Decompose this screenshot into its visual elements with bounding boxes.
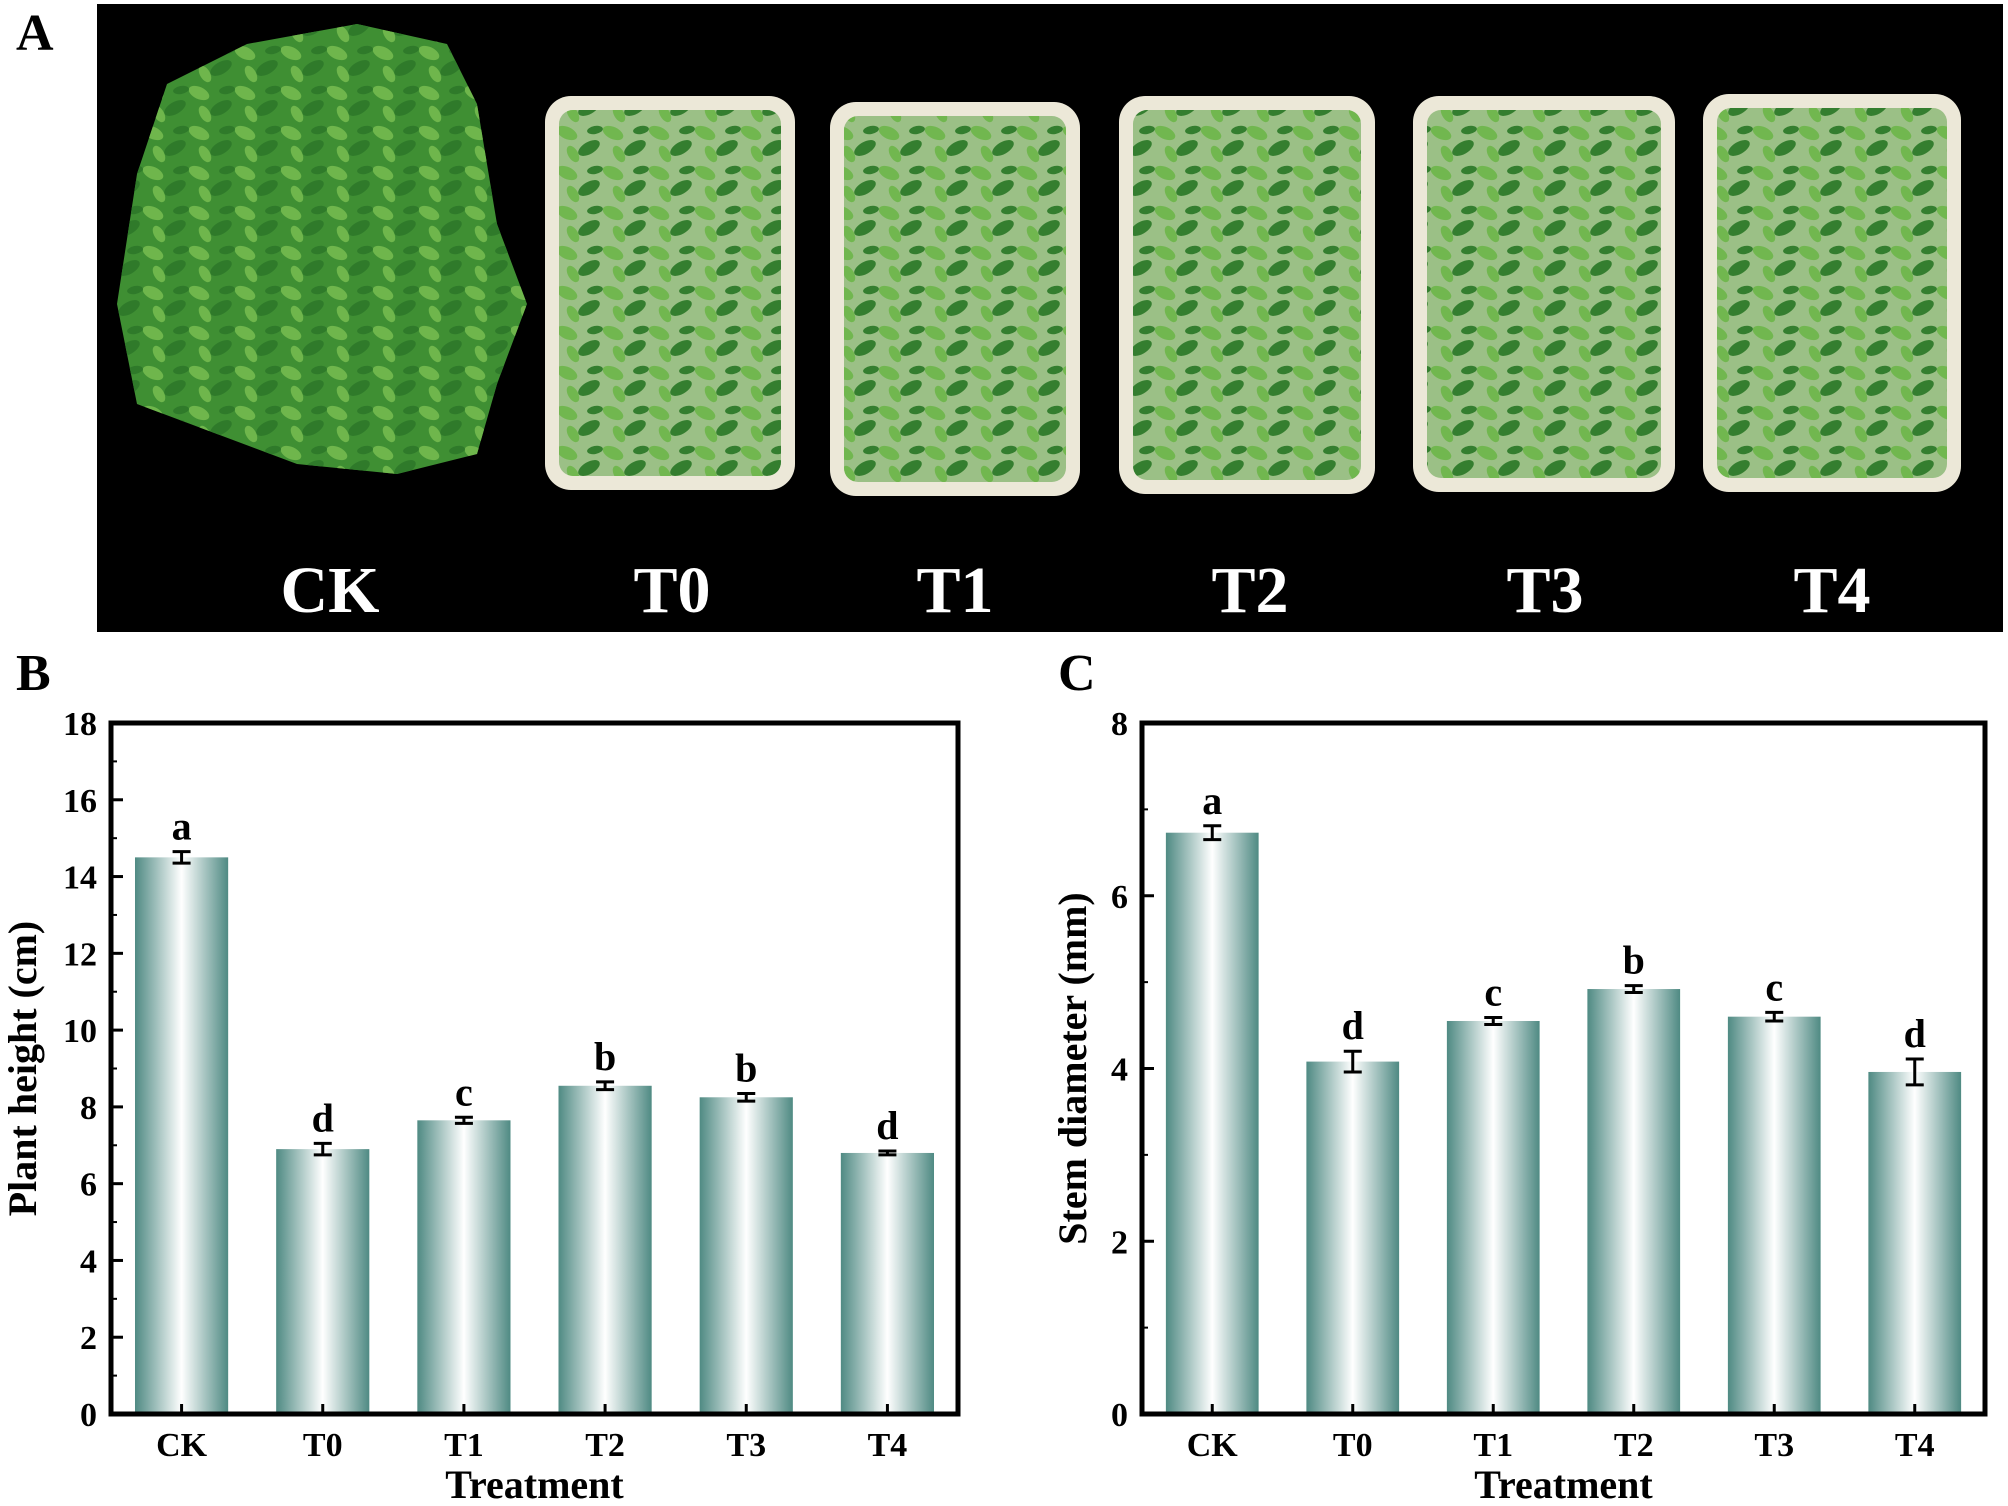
tray-label-t0: T0 <box>633 554 710 627</box>
panel-letter-b: B <box>16 645 51 702</box>
height-xtick-label-t2: T2 <box>585 1427 625 1464</box>
height-ytick-label-14: 14 <box>63 860 97 897</box>
stem-xtick-label-t1: T1 <box>1473 1427 1513 1464</box>
seedling-photo-canvas: CK T0 T1 T2 T3 T4 <box>117 24 1961 627</box>
height-ytick-label-4: 4 <box>80 1243 97 1280</box>
ck-foliage-texture <box>117 24 527 474</box>
seedling-photo: CK T0 T1 T2 T3 T4 <box>97 4 2003 632</box>
tray-label-ck: CK <box>281 554 380 627</box>
stem-letter-ck: a <box>1202 778 1222 823</box>
height-letter-t2: b <box>594 1034 616 1079</box>
stem-letter-t4: d <box>1904 1011 1926 1056</box>
height-xtick-label-t1: T1 <box>444 1427 484 1464</box>
height-ytick-label-6: 6 <box>80 1167 97 1204</box>
tray-seedlings-texture-5 <box>1717 108 1947 478</box>
stem-xtick-label-t2: T2 <box>1614 1427 1654 1464</box>
stem-xlabel: Treatment <box>1474 1462 1653 1506</box>
height-bar-t1 <box>417 1120 511 1414</box>
stem-axes-frame <box>1139 720 1988 1417</box>
stem-ylabel: Stem diameter (mm) <box>1050 892 1095 1244</box>
stem-errorbar-t1 <box>1484 1016 1503 1026</box>
stem-ytick-label-6: 6 <box>1111 879 1128 916</box>
tray-label-t4: T4 <box>1793 554 1870 627</box>
stem-ytick-label-0: 0 <box>1111 1397 1128 1434</box>
stem-bar-ck <box>1165 832 1259 1414</box>
height-letter-t4: d <box>876 1103 898 1148</box>
stem-bar-t3 <box>1727 1016 1821 1414</box>
stem-letter-t2: b <box>1623 938 1645 983</box>
height-xtick-label-t3: T3 <box>726 1427 766 1464</box>
height-letter-ck: a <box>172 804 192 849</box>
stem-xtick-label-ck: CK <box>1187 1427 1239 1464</box>
stem-errorbar-t0 <box>1343 1049 1362 1074</box>
stem-errorbar-t3 <box>1765 1010 1784 1023</box>
stem-ytick-label-8: 8 <box>1111 706 1128 743</box>
height-errorbar-t4 <box>878 1149 897 1157</box>
stem-letter-t3: c <box>1765 964 1783 1009</box>
tray-label-t1: T1 <box>916 554 993 627</box>
stem-xtick-label-t4: T4 <box>1895 1427 1935 1464</box>
stem-xtick-label-t0: T0 <box>1333 1427 1373 1464</box>
stem-errorbar-ck <box>1203 824 1222 842</box>
stem-bar-t0 <box>1306 1061 1400 1414</box>
height-bar-t0 <box>276 1149 370 1414</box>
height-ytick-label-18: 18 <box>63 706 97 743</box>
stem-letter-t0: d <box>1342 1003 1364 1048</box>
tray-label-t2: T2 <box>1211 554 1288 627</box>
tray-label-t3: T3 <box>1506 554 1583 627</box>
tray-seedlings-texture-3 <box>1133 110 1361 480</box>
height-bar-ck <box>134 857 229 1414</box>
plant-height-chart: a CK d T0 c T1 b T2 b T3 d T4 0 2 4 6 8 10 12 14 16 18 Treatme… <box>0 706 961 1506</box>
height-letter-t1: c <box>455 1069 473 1114</box>
height-ytick-label-16: 16 <box>63 783 97 820</box>
stem-xtick-label-t3: T3 <box>1754 1427 1794 1464</box>
stem-ytick-label-4: 4 <box>1111 1052 1128 1089</box>
height-letter-t3: b <box>735 1045 757 1090</box>
stem-ytick-label-2: 2 <box>1111 1224 1128 1261</box>
height-bar-t3 <box>699 1097 793 1414</box>
height-ytick-label-0: 0 <box>80 1397 97 1434</box>
height-errorbar-t0 <box>313 1141 332 1157</box>
tray-seedlings-texture-2 <box>844 116 1066 482</box>
stem-errorbar-t4 <box>1905 1057 1924 1087</box>
height-errorbar-t2 <box>596 1080 615 1092</box>
height-xtick-label-ck: CK <box>156 1427 208 1464</box>
height-errorbar-t3 <box>737 1091 756 1103</box>
height-xlabel: Treatment <box>445 1462 624 1506</box>
height-errorbar-t1 <box>454 1115 473 1125</box>
height-ylabel: Plant height (cm) <box>0 921 45 1217</box>
height-letter-t0: d <box>312 1095 334 1140</box>
height-ytick-label-2: 2 <box>80 1320 97 1357</box>
height-xtick-label-t4: T4 <box>868 1427 908 1464</box>
stem-diameter-chart: a CK d T0 c T1 b T2 c T3 d T4 0 2 4 6 8 Treatment Stem dia… <box>1050 706 1988 1506</box>
stem-bar-t4 <box>1868 1071 1962 1414</box>
height-xtick-label-t0: T0 <box>303 1427 343 1464</box>
height-ytick-label-8: 8 <box>80 1090 97 1127</box>
stem-errorbar-t2 <box>1624 984 1643 994</box>
panel-letter-c: C <box>1058 645 1096 702</box>
stem-bar-t1 <box>1446 1020 1540 1414</box>
stem-letter-t1: c <box>1484 970 1502 1015</box>
height-axes-frame <box>108 720 961 1417</box>
height-bar-t2 <box>558 1085 652 1414</box>
height-bar-t4 <box>840 1152 935 1414</box>
tray-seedlings-texture-4 <box>1427 110 1661 478</box>
tray-seedlings-texture-1 <box>559 110 781 476</box>
height-errorbar-ck <box>172 850 191 865</box>
panel-letter-a: A <box>16 5 54 62</box>
height-ytick-label-10: 10 <box>63 1013 97 1050</box>
height-ytick-label-12: 12 <box>63 936 97 973</box>
stem-bar-t2 <box>1587 989 1681 1414</box>
